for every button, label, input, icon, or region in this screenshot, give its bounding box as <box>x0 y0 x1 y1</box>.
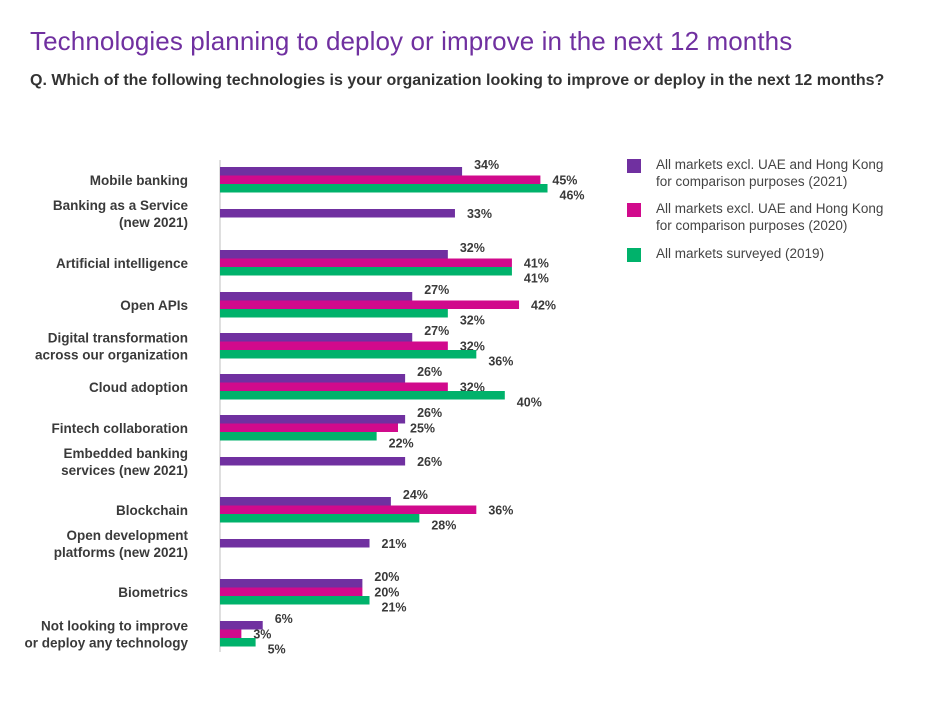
data-label: 41% <box>524 272 549 286</box>
category-label: Fintech collaboration <box>51 421 188 436</box>
bar <box>220 497 391 506</box>
bar <box>220 333 413 342</box>
data-label: 33% <box>467 207 492 221</box>
data-label: 28% <box>431 519 456 533</box>
chart-subtitle: Q. Which of the following technologies i… <box>30 72 885 89</box>
category-label: Cloud adoption <box>89 380 188 395</box>
data-label: 5% <box>268 643 286 657</box>
category-label: Digital transformation <box>48 330 188 345</box>
data-label: 26% <box>417 455 442 469</box>
legend-label: for comparison purposes (2020) <box>656 218 847 233</box>
data-label: 21% <box>382 537 407 551</box>
data-label: 26% <box>417 406 442 420</box>
data-label: 36% <box>488 503 513 517</box>
chart-title: Technologies planning to deploy or impro… <box>30 26 793 56</box>
category-label: services (new 2021) <box>61 463 188 478</box>
legend-swatch <box>627 248 641 262</box>
bar <box>220 457 406 466</box>
bar <box>220 391 505 400</box>
bar <box>220 258 512 267</box>
bar <box>220 175 541 184</box>
category-label: Blockchain <box>116 503 188 518</box>
bar <box>220 341 448 350</box>
category-label: or deploy any technology <box>24 635 188 650</box>
category-label: across our organization <box>35 347 188 362</box>
data-label: 21% <box>382 601 407 615</box>
bar <box>220 629 242 638</box>
legend-label: All markets excl. UAE and Hong Kong <box>656 157 883 172</box>
data-label: 32% <box>460 314 485 328</box>
data-label: 36% <box>488 355 513 369</box>
bar <box>220 621 263 630</box>
category-label: platforms (new 2021) <box>54 545 188 560</box>
data-label: 25% <box>410 421 435 435</box>
data-label: 27% <box>424 283 449 297</box>
category-label: Open development <box>66 528 188 543</box>
category-label: (new 2021) <box>119 215 188 230</box>
bar <box>220 267 512 276</box>
data-label: 24% <box>403 488 428 502</box>
bar <box>220 638 256 647</box>
data-label: 22% <box>389 437 414 451</box>
data-label: 26% <box>417 365 442 379</box>
bar <box>220 505 477 514</box>
data-label: 20% <box>374 585 399 599</box>
bar <box>220 292 413 301</box>
bar <box>220 415 406 424</box>
bar <box>220 382 448 391</box>
bar <box>220 432 377 441</box>
data-label: 42% <box>531 298 556 312</box>
data-label: 45% <box>552 173 577 187</box>
data-label: 6% <box>275 612 293 626</box>
category-label: Artificial intelligence <box>56 256 189 271</box>
legend-label: All markets excl. UAE and Hong Kong <box>656 201 883 216</box>
data-label: 32% <box>460 241 485 255</box>
data-label: 41% <box>524 256 549 270</box>
bar <box>220 539 370 548</box>
category-label: Banking as a Service <box>53 198 189 213</box>
legend-label: All markets surveyed (2019) <box>656 246 824 261</box>
data-label: 46% <box>560 189 585 203</box>
bar <box>220 250 448 259</box>
category-label: Mobile banking <box>90 173 188 188</box>
bar <box>220 514 420 523</box>
category-label: Embedded banking <box>63 446 188 461</box>
bar <box>220 209 455 218</box>
data-label: 40% <box>517 396 542 410</box>
data-label: 34% <box>474 158 499 172</box>
legend-label: for comparison purposes (2021) <box>656 174 847 189</box>
bar <box>220 579 363 588</box>
bar <box>220 374 406 383</box>
data-label: 32% <box>460 380 485 394</box>
data-label: 20% <box>374 570 399 584</box>
data-label: 27% <box>424 324 449 338</box>
data-label: 3% <box>253 627 271 641</box>
legend-swatch <box>627 159 641 173</box>
category-label: Open APIs <box>120 298 188 313</box>
bar <box>220 587 363 596</box>
category-label: Not looking to improve <box>41 618 188 633</box>
bar <box>220 350 477 359</box>
category-label: Biometrics <box>118 585 188 600</box>
data-label: 32% <box>460 339 485 353</box>
bar <box>220 423 398 432</box>
bar <box>220 184 548 193</box>
bar <box>220 300 520 309</box>
legend-swatch <box>627 203 641 217</box>
bar <box>220 309 448 318</box>
bar <box>220 167 463 176</box>
bar <box>220 596 370 605</box>
